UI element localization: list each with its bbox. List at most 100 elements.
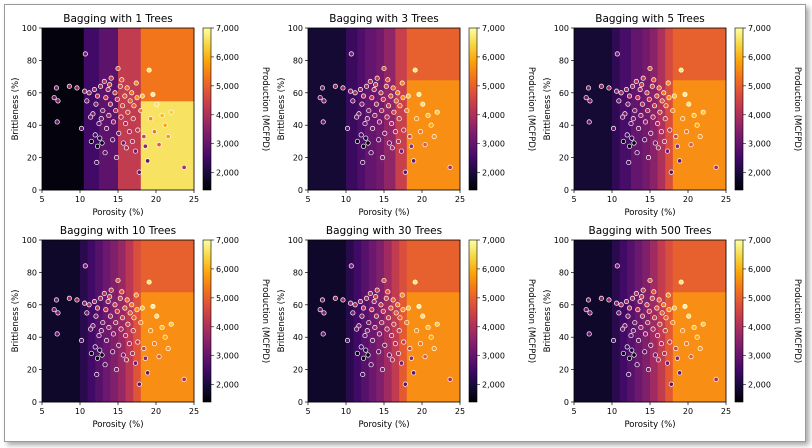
data-point (386, 315, 392, 321)
heatmap-cell (361, 291, 370, 403)
data-point (162, 334, 168, 340)
data-point (348, 51, 354, 57)
x-tick-label: 5 (571, 195, 576, 204)
data-point (666, 95, 672, 101)
data-point (53, 85, 59, 91)
data-point (644, 302, 650, 308)
heatmap-cell (346, 79, 358, 191)
data-point (583, 95, 589, 101)
y-tick-label: 80 (293, 268, 303, 277)
data-point (159, 324, 165, 331)
heatmap-cell (650, 240, 658, 293)
data-point (655, 121, 661, 127)
x-axis-label: Porosity (%) (624, 420, 675, 430)
x-axis-label: Porosity (%) (358, 420, 409, 430)
data-point (624, 132, 630, 138)
data-point (677, 370, 683, 376)
heatmap-cell (657, 240, 666, 293)
data-point (360, 355, 367, 361)
data-point (397, 103, 403, 109)
data-point (670, 108, 676, 114)
data-point (635, 307, 641, 313)
data-point (363, 83, 370, 89)
data-point (399, 80, 405, 86)
data-point (670, 320, 676, 326)
data-point (713, 376, 719, 382)
data-point (674, 143, 680, 149)
data-point (586, 119, 592, 125)
data-point (365, 352, 371, 358)
data-point (374, 75, 380, 81)
subplot-1: 5 10 15 20 25 0 20 40 60 80 100 Bagging with 1 Tree… (11, 13, 270, 218)
data-point (697, 345, 703, 352)
heatmap-cell (308, 28, 347, 81)
data-point (376, 119, 382, 125)
data-point (388, 93, 394, 99)
data-point (148, 328, 154, 334)
subplot-title: Bagging with 3 Trees (329, 13, 439, 25)
data-point (88, 326, 94, 332)
colorbar-tick-label: 4,000 (748, 111, 771, 120)
colorbar-tick-label: 7,000 (216, 24, 239, 33)
colorbar-tick-label: 7,000 (482, 24, 505, 33)
data-point (125, 321, 131, 327)
data-point (650, 114, 656, 120)
data-point (434, 109, 440, 115)
data-point (110, 349, 116, 355)
data-point (658, 341, 664, 347)
data-point (633, 290, 639, 297)
data-point (628, 333, 634, 339)
data-point (113, 320, 119, 326)
data-point (628, 121, 634, 127)
data-point (100, 320, 106, 326)
heatmap-cell (657, 28, 666, 81)
data-point (632, 320, 638, 326)
data-point (126, 341, 132, 347)
heatmap-cell (110, 240, 119, 293)
data-point (391, 109, 397, 115)
data-point (395, 350, 401, 356)
data-point (84, 310, 90, 316)
y-tick-label: 20 (27, 154, 37, 163)
data-point (407, 133, 413, 140)
data-point (416, 303, 422, 309)
subplot-title: Bagging with 500 Trees (589, 225, 712, 237)
data-point (401, 339, 407, 345)
data-point (88, 114, 94, 120)
data-point (694, 334, 700, 340)
data-point (395, 138, 401, 144)
data-point (626, 355, 633, 361)
y-tick-label: 100 (288, 236, 303, 245)
data-point (382, 342, 388, 348)
data-point (135, 339, 141, 345)
data-point (677, 158, 683, 164)
data-point (417, 129, 424, 135)
heatmap-cell (665, 240, 674, 293)
colorbar-tick-label: 2,000 (482, 381, 505, 390)
data-point (154, 313, 160, 319)
y-tick-label: 80 (293, 56, 303, 65)
data-point (332, 83, 338, 89)
heatmap-cell (619, 291, 628, 403)
data-point (645, 367, 652, 373)
data-point (54, 119, 60, 125)
data-point (414, 328, 420, 334)
data-point (317, 307, 323, 313)
data-point (629, 295, 636, 301)
y-tick-label: 0 (32, 186, 37, 195)
data-point (123, 357, 129, 363)
data-point (620, 114, 626, 120)
data-point (697, 133, 703, 140)
data-point (395, 302, 401, 308)
x-axis-label: Porosity (%) (92, 208, 143, 218)
colorbar-tick-label: 7,000 (216, 236, 239, 245)
heatmap-cell (642, 79, 651, 191)
data-point (344, 337, 351, 343)
y-tick-label: 40 (27, 121, 37, 130)
data-point (691, 112, 697, 119)
data-point (673, 345, 679, 352)
heatmap-cell (642, 240, 651, 293)
y-axis-label: Brittleness (%) (277, 78, 287, 141)
colorbar-tick-label: 7,000 (748, 236, 771, 245)
data-point (123, 333, 129, 339)
